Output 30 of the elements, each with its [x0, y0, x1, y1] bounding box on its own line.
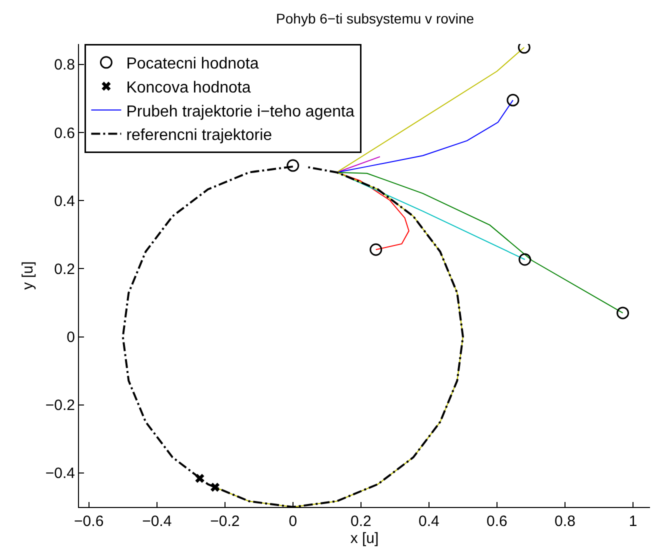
legend-label: Prubeh trajektorie i−teho agenta [126, 103, 354, 120]
x-tick-label: 0.4 [418, 513, 440, 530]
legend-label: Pocatecni hodnota [126, 56, 259, 73]
y-axis-title: y [u] [20, 261, 37, 290]
y-tick-label: 0.4 [54, 192, 75, 210]
x-tick-label: −0.6 [74, 513, 104, 530]
legend-label: referencni trajektorie [126, 127, 272, 144]
point [506, 94, 520, 106]
x-tick-label: 1 [628, 513, 638, 530]
point [195, 474, 204, 483]
x-tick-label: 0 [288, 513, 298, 530]
legend-label: Koncova hodnota [126, 79, 251, 96]
y-tick-label: −0.2 [45, 397, 75, 414]
point [370, 243, 382, 256]
x-tick-label: 0.6 [486, 513, 508, 530]
y-tick-label: −0.4 [45, 465, 75, 482]
x-tick-label: 0.2 [350, 513, 372, 530]
x-tick-label: −0.2 [210, 513, 240, 530]
point [286, 159, 300, 172]
x-axis-title: x [u] [350, 530, 379, 547]
y-tick-label: 0.2 [54, 260, 75, 278]
point [210, 482, 220, 492]
point [518, 253, 532, 266]
y-tick-label: 0.6 [54, 124, 75, 142]
x-tick-label: 0.8 [554, 513, 576, 530]
y-tick-label: 0 [66, 329, 75, 346]
chart-title: Pohyb 6−ti subsystemu v rovine [276, 10, 474, 27]
x-tick-label: −0.4 [142, 513, 172, 530]
y-tick-label: 0.8 [54, 56, 75, 74]
point [616, 306, 630, 320]
